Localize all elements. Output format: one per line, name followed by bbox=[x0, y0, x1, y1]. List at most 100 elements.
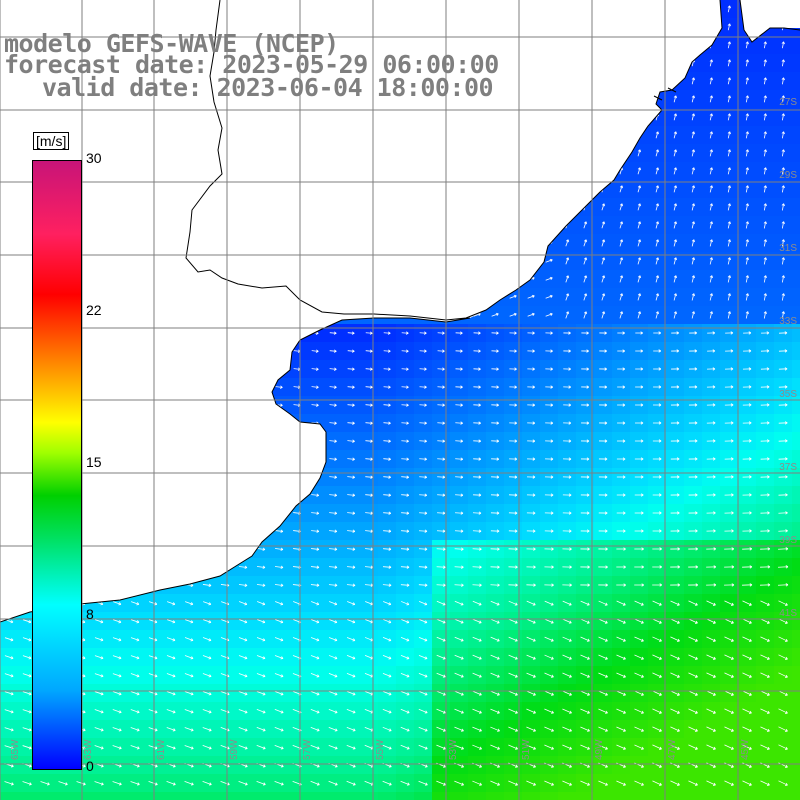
wind-arrow bbox=[673, 167, 678, 175]
wind-arrow bbox=[619, 203, 624, 211]
wind-speed-cell bbox=[792, 486, 800, 505]
wind-speed-cell bbox=[792, 468, 800, 487]
wind-speed-cell bbox=[414, 792, 433, 800]
wind-arrow bbox=[727, 257, 731, 265]
wind-arrow bbox=[709, 275, 714, 283]
wind-arrow bbox=[763, 113, 767, 121]
wind-speed-cell bbox=[72, 792, 91, 800]
wind-arrow bbox=[709, 95, 713, 103]
wind-arrow bbox=[565, 275, 570, 283]
wind-arrow bbox=[763, 203, 767, 211]
wind-arrow bbox=[655, 131, 660, 139]
wind-arrow bbox=[727, 41, 731, 49]
wind-arrow bbox=[727, 59, 731, 67]
wind-arrow bbox=[781, 131, 785, 139]
wind-speed-cell bbox=[792, 738, 800, 757]
wind-speed-cell bbox=[792, 108, 800, 127]
wind-arrow bbox=[781, 239, 785, 247]
wind-arrow bbox=[545, 276, 553, 281]
wind-speed-cell bbox=[576, 792, 595, 800]
wind-speed-cell bbox=[720, 792, 739, 800]
longitude-label: 57W bbox=[302, 739, 313, 760]
wind-speed-cell bbox=[558, 792, 577, 800]
wind-arrow bbox=[727, 275, 732, 283]
latitude-label: 39S bbox=[779, 535, 797, 546]
wind-arrow bbox=[691, 167, 696, 175]
wind-speed-cell bbox=[792, 180, 800, 199]
wind-arrow bbox=[745, 239, 749, 247]
wind-speed-cell bbox=[792, 522, 800, 541]
wind-arrow bbox=[509, 294, 517, 299]
wind-arrow bbox=[691, 275, 696, 283]
wind-arrow bbox=[583, 221, 588, 229]
wind-speed-cell bbox=[792, 414, 800, 433]
wind-arrow bbox=[727, 149, 731, 157]
wind-arrow bbox=[655, 149, 660, 157]
colorbar-tick-30: 30 bbox=[86, 150, 102, 166]
wind-arrow bbox=[565, 257, 570, 265]
wind-arrow bbox=[763, 257, 767, 265]
wind-speed-cell bbox=[684, 792, 703, 800]
wind-arrow bbox=[673, 113, 678, 121]
wind-arrow bbox=[781, 113, 785, 121]
wind-speed-cell bbox=[180, 792, 199, 800]
wind-arrow bbox=[709, 203, 713, 211]
wind-arrow bbox=[619, 221, 624, 229]
wind-speed-cell bbox=[504, 792, 523, 800]
wind-arrow bbox=[691, 221, 696, 229]
wind-speed-cell bbox=[792, 450, 800, 469]
wind-arrow bbox=[637, 239, 642, 247]
wind-arrow bbox=[745, 131, 749, 139]
wind-arrow bbox=[709, 185, 713, 193]
wind-arrow bbox=[727, 203, 731, 211]
wind-arrow bbox=[763, 275, 767, 283]
wind-speed-cell bbox=[522, 792, 541, 800]
wind-arrow bbox=[637, 203, 642, 211]
wind-speed-cell bbox=[792, 198, 800, 217]
wind-arrow bbox=[745, 203, 749, 211]
wind-speed-cell bbox=[792, 630, 800, 649]
wind-arrow bbox=[781, 149, 785, 157]
wind-speed-cell bbox=[432, 792, 451, 800]
wind-speed-cell bbox=[144, 792, 163, 800]
wind-arrow bbox=[763, 95, 767, 103]
wind-arrow bbox=[709, 77, 713, 85]
wind-speed-cell bbox=[666, 792, 685, 800]
colorbar-tick-22: 22 bbox=[86, 302, 102, 318]
wind-speed-cell bbox=[630, 792, 649, 800]
wind-speed-cell bbox=[486, 792, 505, 800]
wind-speed-cell bbox=[738, 792, 757, 800]
longitude-label: 65W bbox=[10, 739, 21, 760]
wind-arrow bbox=[745, 59, 749, 67]
wind-arrow bbox=[655, 275, 660, 283]
wind-speed-cell bbox=[792, 288, 800, 307]
wind-arrow bbox=[637, 167, 642, 175]
longitude-label: 55W bbox=[375, 739, 386, 760]
wind-arrow bbox=[709, 113, 713, 121]
wind-arrow bbox=[583, 239, 588, 247]
wind-speed-cell bbox=[252, 792, 271, 800]
wind-arrow bbox=[619, 257, 624, 265]
wind-arrow bbox=[727, 23, 731, 31]
longitude-label: 49W bbox=[594, 739, 605, 760]
wind-arrow bbox=[781, 41, 785, 49]
valid-date: valid date: 2023-06-04 18:00:00 bbox=[42, 73, 494, 102]
wind-arrow bbox=[637, 185, 642, 193]
wind-arrow bbox=[619, 239, 624, 247]
wind-arrow bbox=[745, 257, 749, 265]
wind-arrow bbox=[727, 185, 731, 193]
wind-speed-cell bbox=[288, 792, 307, 800]
longitude-label: 59W bbox=[229, 739, 240, 760]
wind-speed-cell bbox=[342, 792, 361, 800]
wind-arrow bbox=[781, 167, 785, 175]
wind-arrow bbox=[745, 95, 749, 103]
wind-arrow bbox=[527, 294, 535, 299]
wind-arrow bbox=[655, 167, 660, 175]
wind-speed-cell bbox=[0, 792, 19, 800]
wind-arrow bbox=[709, 131, 713, 139]
latitude-label: 37S bbox=[779, 462, 797, 473]
wind-arrow bbox=[619, 185, 624, 193]
wind-arrow bbox=[709, 239, 714, 247]
wind-speed-cell bbox=[792, 504, 800, 523]
